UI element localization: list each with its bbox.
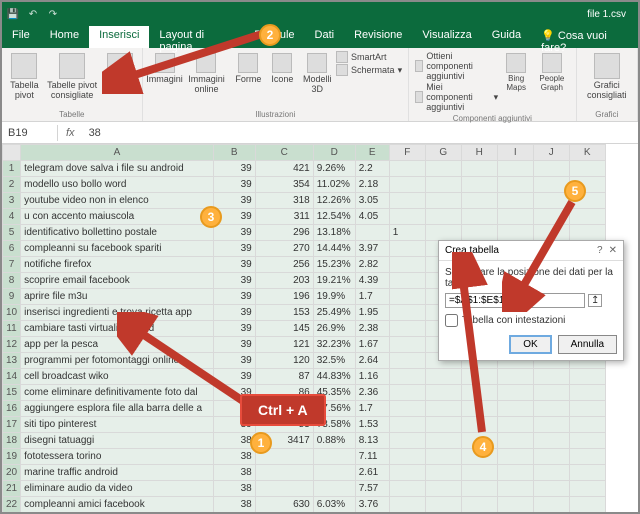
group-label-tabelle: Tabelle: [59, 110, 84, 119]
ribbon-group-addins: Ottieni componenti aggiuntivi Miei compo…: [409, 48, 576, 121]
col-header-K[interactable]: K: [569, 145, 605, 161]
bing-maps-button[interactable]: Bing Maps: [500, 51, 532, 95]
ribbon-group-grafici: Grafici consigliati Grafici: [577, 48, 638, 121]
people-graph-button[interactable]: People Graph: [534, 51, 569, 95]
formula-value[interactable]: 38: [83, 127, 107, 139]
formula-bar: B19 fx 38: [2, 122, 638, 144]
table-row[interactable]: 1telegram dove salva i file su android39…: [3, 161, 606, 177]
tab-file[interactable]: File: [2, 26, 40, 48]
ribbon: Tabella pivot Tabelle pivot consigliate …: [2, 48, 638, 122]
name-box[interactable]: B19: [2, 125, 58, 141]
tab-home[interactable]: Home: [40, 26, 89, 48]
arrow-1: [102, 24, 272, 94]
get-addins-button[interactable]: Ottieni componenti aggiuntivi: [415, 51, 498, 81]
quick-access-toolbar: 💾 ↶ ↷: [6, 7, 60, 21]
group-label-addins: Componenti aggiuntivi: [453, 114, 532, 123]
tell-me[interactable]: 💡 Cosa vuoi fare?: [531, 26, 638, 48]
my-addins-button[interactable]: Miei componenti aggiuntivi ▾: [415, 82, 498, 112]
col-header-H[interactable]: H: [461, 145, 497, 161]
tab-visualizza[interactable]: Visualizza: [412, 26, 481, 48]
arrow-4: [502, 192, 592, 312]
col-header-G[interactable]: G: [425, 145, 461, 161]
screenshot-button[interactable]: Schermata ▾: [336, 64, 402, 76]
save-icon[interactable]: 💾: [6, 7, 20, 21]
redo-icon[interactable]: ↷: [46, 7, 60, 21]
col-header-E[interactable]: E: [355, 145, 389, 161]
titlebar: 💾 ↶ ↷ file 1.csv: [2, 2, 638, 26]
table-row[interactable]: 21eliminare audio da video387.57: [3, 481, 606, 497]
pivot-table-button[interactable]: Tabella pivot: [8, 51, 41, 103]
table-row[interactable]: 2modello uso bollo word3935411.02%2.18: [3, 177, 606, 193]
dialog-close-icon[interactable]: ✕: [609, 245, 617, 256]
dialog-help-icon[interactable]: ?: [597, 245, 603, 256]
smartart-button[interactable]: SmartArt: [336, 51, 402, 63]
col-header-B[interactable]: B: [213, 145, 255, 161]
table-row[interactable]: 22compleanni amici facebook386306.03%3.7…: [3, 497, 606, 513]
callout-5: 5: [564, 180, 586, 202]
dialog-cancel-button[interactable]: Annulla: [558, 335, 617, 354]
tab-revisione[interactable]: Revisione: [344, 26, 412, 48]
window-filename: file 1.csv: [587, 9, 626, 20]
callout-1: 1: [250, 432, 272, 454]
callout-4: 4: [472, 436, 494, 458]
callout-3: 3: [200, 206, 222, 228]
3d-models-button[interactable]: Modelli 3D: [300, 51, 334, 97]
fx-icon[interactable]: fx: [58, 127, 83, 139]
shortcut-callout: Ctrl + A: [240, 394, 326, 426]
group-label-illustrazioni: Illustrazioni: [255, 110, 295, 119]
col-header-D[interactable]: D: [313, 145, 355, 161]
table-row[interactable]: 19fototessera torino387.11: [3, 449, 606, 465]
undo-icon[interactable]: ↶: [26, 7, 40, 21]
recommended-pivot-button[interactable]: Tabelle pivot consigliate: [43, 51, 102, 103]
callout-2: 2: [259, 24, 281, 46]
recommended-charts-button[interactable]: Grafici consigliati: [583, 51, 631, 103]
group-label-grafici: Grafici: [595, 110, 618, 119]
col-header-C[interactable]: C: [255, 145, 313, 161]
col-header-I[interactable]: I: [497, 145, 533, 161]
tab-dati[interactable]: Dati: [305, 26, 345, 48]
ribbon-tabs: File Home Inserisci Layout di pagina For…: [2, 26, 638, 48]
col-header-J[interactable]: J: [533, 145, 569, 161]
col-header-A[interactable]: A: [21, 145, 214, 161]
tab-guida[interactable]: Guida: [482, 26, 531, 48]
col-header-F[interactable]: F: [389, 145, 425, 161]
table-row[interactable]: 20marine traffic android382.61: [3, 465, 606, 481]
